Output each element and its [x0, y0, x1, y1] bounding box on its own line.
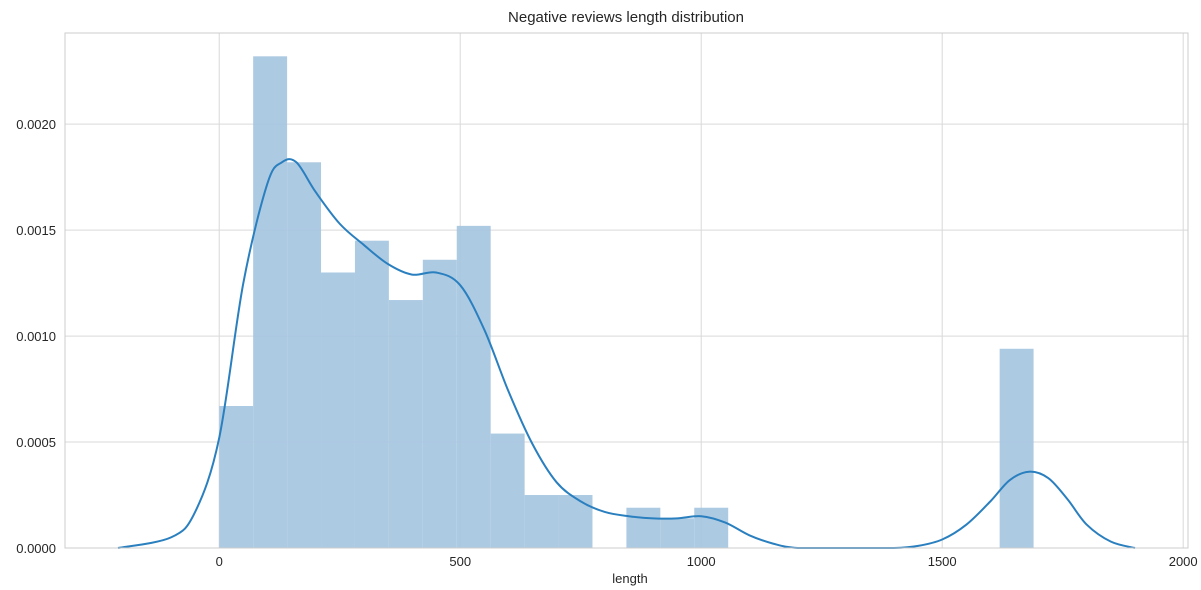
- x-tick-label: 0: [216, 554, 223, 569]
- histogram-bar: [525, 495, 559, 548]
- histogram-bar: [253, 56, 287, 548]
- histogram-bar: [219, 406, 253, 548]
- y-tick-label: 0.0020: [16, 117, 56, 132]
- x-tick-label: 1500: [928, 554, 957, 569]
- histogram-bar: [694, 508, 728, 548]
- y-tick-labels: 0.0000 0.0005 0.0010 0.0015 0.0020: [16, 117, 56, 556]
- x-axis-label: length: [612, 571, 647, 586]
- histogram-bar: [423, 260, 457, 548]
- x-tick-labels: 0 500 1000 1500 2000: [216, 554, 1198, 569]
- y-tick-label: 0.0000: [16, 541, 56, 556]
- histogram-bar: [660, 518, 694, 548]
- histogram-bar: [287, 162, 321, 548]
- histogram-bar: [626, 508, 660, 548]
- histogram-bar: [321, 272, 355, 548]
- histogram-bar: [1000, 349, 1034, 548]
- x-tick-label: 2000: [1169, 554, 1198, 569]
- histogram-bar: [355, 241, 389, 548]
- x-tick-label: 500: [449, 554, 471, 569]
- y-tick-label: 0.0005: [16, 435, 56, 450]
- x-tick-label: 1000: [687, 554, 716, 569]
- histogram-bar: [457, 226, 491, 548]
- histogram-bar: [389, 300, 423, 548]
- histogram-bar: [491, 434, 525, 548]
- histogram-bar: [559, 495, 593, 548]
- chart-title: Negative reviews length distribution: [508, 9, 744, 26]
- y-tick-label: 0.0015: [16, 223, 56, 238]
- y-tick-label: 0.0010: [16, 329, 56, 344]
